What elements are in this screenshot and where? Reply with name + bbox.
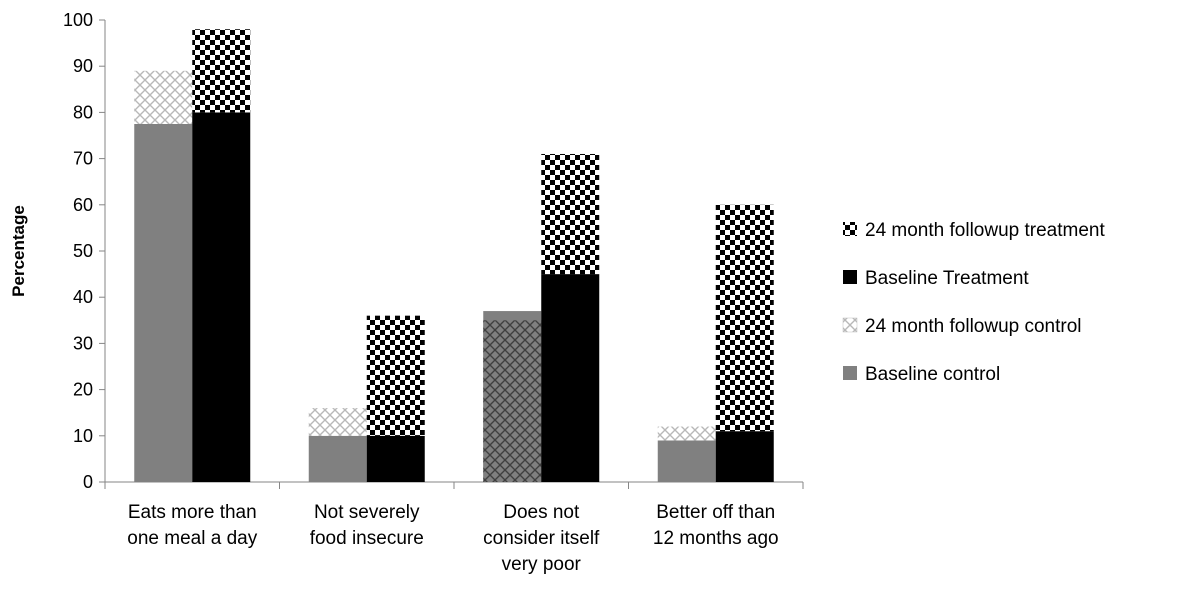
- bar-followup-treatment: [541, 153, 600, 275]
- y-tick-label: 80: [73, 102, 93, 122]
- x-category-label: Does not: [503, 502, 580, 523]
- legend: 24 month followup treatment Baseline Trea…: [842, 220, 1105, 385]
- bar-baseline-control: [308, 435, 367, 482]
- y-tick-label: 60: [73, 195, 93, 215]
- bar-followup-treatment: [715, 204, 774, 432]
- legend-item: Baseline Treatment: [843, 268, 1029, 289]
- bar-baseline-treatment: [715, 431, 774, 482]
- y-axis-label: Percentage: [9, 205, 28, 297]
- bar-followup-control: [134, 70, 193, 124]
- bar-followup-treatment: [366, 315, 425, 436]
- x-category-label: consider itself: [483, 528, 600, 549]
- bar-baseline-treatment: [366, 435, 425, 482]
- legend-item: 24 month followup control: [842, 316, 1082, 337]
- x-category-label: food insecure: [310, 528, 424, 549]
- y-tick-label: 20: [73, 380, 93, 400]
- legend-swatch: [843, 366, 857, 380]
- x-category-label: one meal a day: [127, 528, 257, 549]
- x-category-label: Eats more than: [128, 502, 257, 523]
- y-tick-label: 10: [73, 426, 93, 446]
- x-category-label: 12 months ago: [653, 528, 779, 549]
- axes: 0 10 20 30 40 50 60 70 80 90 100: [63, 10, 804, 492]
- legend-label: Baseline control: [865, 364, 1000, 385]
- bar-baseline-treatment: [541, 274, 600, 482]
- legend-swatch: [843, 222, 857, 236]
- y-tick-label: 50: [73, 241, 93, 261]
- bar-followup-control: [308, 408, 367, 436]
- x-category-label: Not severely: [314, 502, 420, 523]
- x-category-label: Better off than: [656, 502, 775, 523]
- bar-baseline-treatment: [192, 112, 251, 483]
- legend-label: 24 month followup treatment: [865, 220, 1105, 241]
- y-tick-label: 90: [73, 56, 93, 76]
- bar-followup-treatment: [192, 29, 251, 113]
- legend-label: Baseline Treatment: [865, 268, 1029, 289]
- y-tick-label: 100: [63, 10, 93, 30]
- bar-followup-control: [657, 426, 716, 441]
- bar-followup-control: [483, 320, 542, 482]
- y-tick-label: 40: [73, 287, 93, 307]
- bar-baseline-control: [657, 440, 716, 482]
- x-category-label: very poor: [502, 554, 582, 575]
- y-tick-label: 30: [73, 333, 93, 353]
- legend-swatch: [843, 270, 857, 284]
- labels: Percentage Eats more than one meal a day No…: [9, 205, 779, 575]
- bars: [134, 29, 774, 483]
- legend-item: Baseline control: [843, 364, 1000, 385]
- legend-label: 24 month followup control: [865, 316, 1082, 337]
- y-tick-label: 0: [83, 472, 93, 492]
- y-tick-label: 70: [73, 149, 93, 169]
- bar-baseline-control: [134, 123, 193, 482]
- legend-swatch: [842, 317, 858, 333]
- legend-item: 24 month followup treatment: [843, 220, 1105, 241]
